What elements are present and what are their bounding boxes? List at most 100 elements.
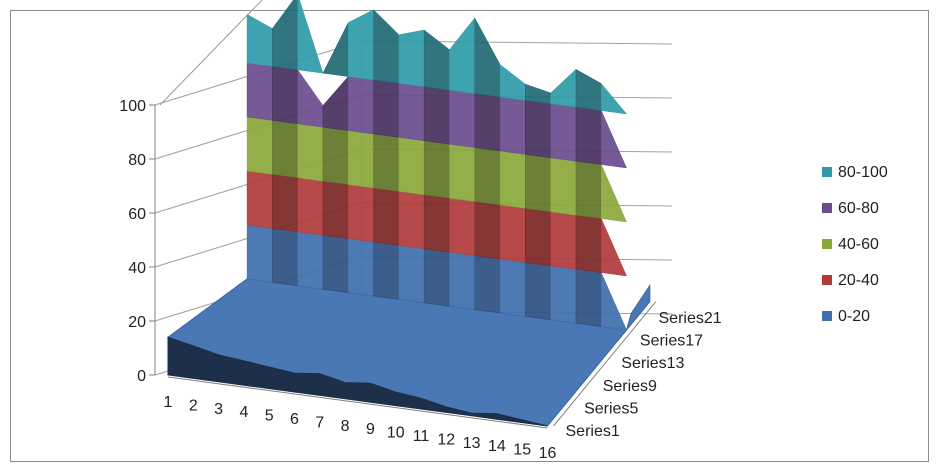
wall-band-40-60 bbox=[499, 150, 526, 209]
depth-axis-line bbox=[553, 301, 657, 427]
wall-band-40-60 bbox=[525, 154, 551, 213]
wall-band-0-20 bbox=[373, 241, 400, 300]
wall-band-60-80 bbox=[423, 86, 450, 145]
x-tick-label: 11 bbox=[413, 428, 430, 445]
wall-band-0-20 bbox=[398, 245, 425, 304]
wall-band-60-80 bbox=[373, 79, 400, 138]
series-tick-label: Series21 bbox=[659, 310, 722, 327]
wall-band-40-60 bbox=[297, 123, 324, 182]
wall-band-60-80 bbox=[272, 66, 298, 125]
legend-label: 40-60 bbox=[838, 236, 879, 253]
wall-band-60-80 bbox=[474, 93, 501, 152]
x-tick-label: 10 bbox=[387, 425, 405, 442]
wall-band-40-60 bbox=[575, 160, 602, 219]
wall-band-20-40 bbox=[423, 194, 450, 253]
series-tick-label: Series5 bbox=[584, 400, 638, 417]
series-tick-label: Series17 bbox=[640, 333, 703, 350]
wall-band-0-20 bbox=[525, 262, 551, 321]
x-tick-label: 5 bbox=[265, 408, 274, 425]
wall-band-0-20 bbox=[423, 248, 450, 307]
wall-band-80-100 bbox=[246, 13, 273, 67]
x-tick-label: 7 bbox=[315, 414, 324, 431]
wall-band-20-40 bbox=[525, 208, 551, 267]
wall-band-40-60 bbox=[373, 133, 400, 192]
wall-band-40-60 bbox=[474, 147, 501, 206]
z-tick-label: 40 bbox=[128, 260, 146, 277]
wall-band-40-60 bbox=[398, 137, 425, 196]
wall-band-60-80 bbox=[348, 76, 374, 135]
x-tick-label: 14 bbox=[488, 438, 506, 455]
z-tick-label: 0 bbox=[137, 368, 146, 385]
legend-swatch bbox=[822, 203, 832, 213]
x-tick-label: 13 bbox=[463, 435, 481, 452]
wall-band-80-100 bbox=[272, 0, 298, 71]
wall-band-20-40 bbox=[499, 204, 526, 263]
wall-band-20-40 bbox=[575, 214, 602, 273]
wall-band-60-80 bbox=[499, 96, 526, 155]
wall-band-0-20 bbox=[297, 231, 324, 290]
surface-front-face bbox=[167, 336, 548, 427]
series-tick-label: Series9 bbox=[603, 378, 657, 395]
wall-band-40-60 bbox=[423, 140, 450, 199]
z-tick-label: 20 bbox=[128, 314, 146, 331]
x-tick-label: 8 bbox=[341, 418, 350, 435]
wall-band-80-100 bbox=[348, 9, 374, 81]
x-tick-label: 6 bbox=[290, 411, 299, 428]
wall-band-0-20 bbox=[449, 251, 475, 310]
wall-band-80-100 bbox=[423, 29, 450, 91]
wall-band-40-60 bbox=[348, 130, 374, 189]
legend-label: 60-80 bbox=[838, 200, 879, 217]
legend-swatch bbox=[822, 167, 832, 177]
x-tick-label: 15 bbox=[513, 442, 531, 459]
wall-band-60-80 bbox=[575, 106, 602, 165]
x-tick-label: 3 bbox=[214, 401, 223, 418]
wall-band-80-100 bbox=[449, 17, 475, 94]
wall-band-60-80 bbox=[297, 68, 324, 128]
legend-label: 80-100 bbox=[838, 164, 888, 181]
wall-band-0-20 bbox=[272, 228, 298, 287]
wall-band-80-100 bbox=[499, 64, 526, 101]
wall-band-0-20 bbox=[550, 265, 577, 324]
wall-band-60-80 bbox=[246, 62, 273, 121]
z-tick-label: 80 bbox=[128, 152, 146, 169]
legend-swatch bbox=[822, 275, 832, 285]
legend-swatch bbox=[822, 311, 832, 321]
x-axis-line bbox=[167, 376, 548, 429]
surface-tail bbox=[626, 283, 651, 331]
wall-band-20-40 bbox=[322, 180, 349, 239]
x-tick-label: 2 bbox=[189, 397, 198, 414]
wall-band-0-20 bbox=[322, 234, 349, 293]
wall-band-40-60 bbox=[322, 126, 349, 185]
wall-band-80-100 bbox=[525, 83, 551, 105]
wall-band-80-100 bbox=[373, 9, 400, 84]
wall-band-60-80 bbox=[398, 83, 425, 142]
wall-band-20-40 bbox=[601, 218, 627, 277]
wall-band-40-60 bbox=[272, 120, 298, 179]
legend-label: 20-40 bbox=[838, 272, 879, 289]
wall-band-80-100 bbox=[322, 22, 349, 77]
wall-band-80-100 bbox=[398, 29, 425, 88]
wall-band-60-80 bbox=[601, 110, 627, 169]
wall-band-60-80 bbox=[550, 103, 577, 162]
wall-band-80-100 bbox=[601, 82, 628, 115]
wall-band-40-60 bbox=[449, 143, 475, 202]
wall-band-20-40 bbox=[246, 170, 273, 229]
legend-swatch bbox=[822, 239, 832, 249]
wall-band-60-80 bbox=[449, 89, 475, 148]
wall-band-0-20 bbox=[601, 272, 627, 331]
wall-band-80-100 bbox=[474, 17, 501, 98]
wall-band-20-40 bbox=[474, 201, 501, 260]
series-tick-label: Series13 bbox=[621, 355, 684, 372]
wall-band-80-100 bbox=[550, 68, 577, 108]
wall-band-20-40 bbox=[449, 197, 475, 256]
x-tick-label: 9 bbox=[366, 421, 375, 438]
x-tick-label: 12 bbox=[437, 431, 455, 448]
wall-band-40-60 bbox=[601, 164, 627, 223]
z-tick-label: 100 bbox=[119, 98, 146, 115]
z-tick-label: 60 bbox=[128, 206, 146, 223]
wall-band-20-40 bbox=[297, 177, 324, 236]
wall-band-20-40 bbox=[373, 187, 400, 246]
wall-band-80-100 bbox=[297, 0, 324, 74]
wall-band-20-40 bbox=[398, 191, 425, 250]
wall-band-20-40 bbox=[348, 184, 374, 243]
